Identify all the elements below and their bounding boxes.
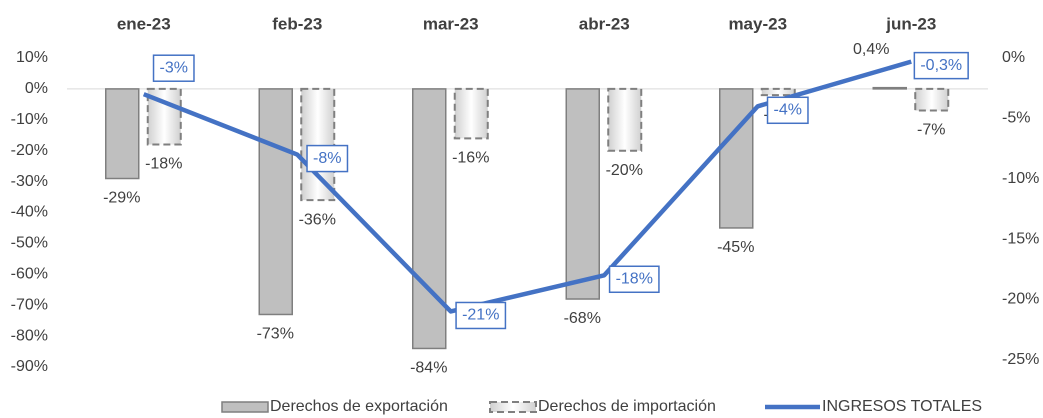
bar bbox=[760, 87, 796, 97]
line-data-label: -0,3% bbox=[920, 57, 962, 74]
label-box bbox=[306, 144, 349, 173]
data-label: -7% bbox=[917, 122, 945, 139]
category-label: may-23 bbox=[728, 14, 787, 33]
legend-swatch bbox=[221, 401, 269, 413]
label-box bbox=[766, 96, 809, 125]
y-tick-label: -80% bbox=[11, 327, 48, 344]
line-data-label: -18% bbox=[616, 270, 653, 287]
label-box bbox=[608, 265, 660, 294]
label-box bbox=[913, 51, 969, 80]
category-label: ene-23 bbox=[117, 14, 171, 33]
y-tick-label: -70% bbox=[11, 296, 48, 313]
y-tick-label: -20% bbox=[11, 142, 48, 159]
legend-label: Derechos de importación bbox=[538, 398, 716, 415]
bar bbox=[607, 87, 643, 152]
data-label: -18% bbox=[145, 156, 182, 173]
y-tick-label: -90% bbox=[11, 358, 48, 375]
y-tick-label: -30% bbox=[11, 173, 48, 190]
y2-tick-label: -25% bbox=[1002, 351, 1039, 368]
y2-tick-label: -10% bbox=[1002, 170, 1039, 187]
y-tick-label: -50% bbox=[11, 235, 48, 252]
data-label: -73% bbox=[257, 326, 294, 343]
line-data-label: -3% bbox=[160, 59, 188, 76]
line-data-label: -21% bbox=[462, 307, 499, 324]
bar bbox=[453, 87, 489, 140]
legend-swatch bbox=[489, 401, 537, 413]
bar bbox=[105, 88, 140, 180]
data-label: -84% bbox=[410, 360, 447, 377]
y2-tick-label: 0% bbox=[1002, 49, 1025, 66]
y-tick-label: -60% bbox=[11, 266, 48, 283]
category-label: mar-23 bbox=[423, 14, 479, 33]
label-box bbox=[152, 54, 195, 82]
label-box bbox=[455, 301, 507, 330]
y-tick-label: -40% bbox=[11, 204, 48, 221]
data-label: -29% bbox=[103, 190, 140, 207]
bar bbox=[565, 88, 600, 300]
y-tick-label: -10% bbox=[11, 111, 48, 128]
y-tick-label: 10% bbox=[16, 49, 48, 66]
category-label: abr-23 bbox=[579, 14, 630, 33]
y-tick-label: 0% bbox=[25, 80, 48, 97]
bar bbox=[300, 87, 336, 202]
data-label: -45% bbox=[717, 239, 754, 256]
y2-tick-label: -15% bbox=[1002, 230, 1039, 247]
category-label: jun-23 bbox=[885, 14, 936, 33]
category-label: feb-23 bbox=[272, 14, 322, 33]
data-label: -68% bbox=[564, 310, 601, 327]
line-data-label: -4% bbox=[774, 102, 802, 119]
y2-tick-label: -20% bbox=[1002, 291, 1039, 308]
bar bbox=[872, 86, 907, 90]
legend-label: Derechos de exportación bbox=[270, 398, 448, 415]
bar bbox=[258, 88, 293, 316]
bar bbox=[412, 88, 447, 350]
bar bbox=[914, 87, 950, 112]
data-label: 0,4% bbox=[853, 41, 889, 58]
data-label: -20% bbox=[606, 162, 643, 179]
data-label: -36% bbox=[299, 211, 336, 228]
data-label: -16% bbox=[452, 150, 489, 167]
line-data-label: -8% bbox=[313, 150, 341, 167]
y2-tick-label: -5% bbox=[1002, 110, 1030, 127]
legend-label: INGRESOS TOTALES bbox=[822, 398, 982, 415]
bar bbox=[719, 88, 754, 229]
